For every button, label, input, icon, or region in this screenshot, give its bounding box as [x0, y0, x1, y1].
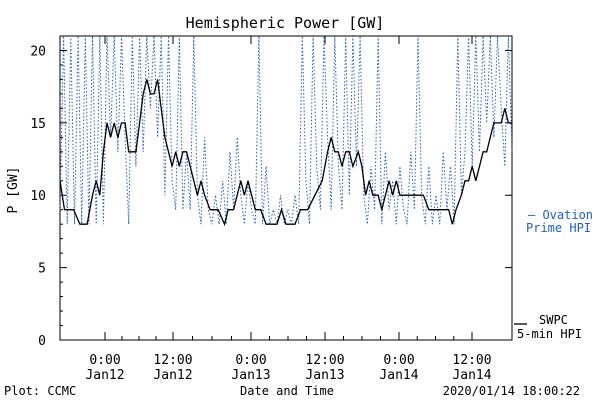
x-tick-time-label: 0:00 [89, 353, 120, 368]
plot-frame [59, 35, 513, 341]
y-tick-label: 5 [38, 262, 46, 277]
footer-plot-credit: Plot: CCMC [4, 384, 76, 398]
x-axis-ticks: 0:00Jan1212:00Jan120:00Jan1312:00Jan130:… [85, 36, 492, 383]
x-tick-date-label: Jan13 [231, 368, 270, 383]
y-tick-label: 0 [38, 334, 46, 349]
y-tick-label: 20 [30, 44, 46, 59]
legend-swpc-line1: SWPC [539, 313, 568, 327]
x-tick-time-label: 12:00 [305, 353, 344, 368]
footer-timestamp: 2020/01/14 18:00:22 [443, 384, 580, 398]
chart-title: Hemispheric Power [GW] [186, 14, 385, 32]
x-tick-date-label: Jan14 [452, 368, 491, 383]
x-tick-time-label: 0:00 [383, 353, 414, 368]
y-tick-label: 10 [30, 189, 46, 204]
x-tick-time-label: 12:00 [153, 353, 192, 368]
y-tick-label: 15 [30, 117, 46, 132]
x-tick-date-label: Jan13 [305, 368, 344, 383]
x-tick-time-label: 0:00 [235, 353, 266, 368]
x-tick-time-label: 12:00 [452, 353, 491, 368]
swpc-series-line [59, 79, 512, 227]
x-tick-date-label: Jan12 [85, 368, 124, 383]
ovation-prime-series-line [59, 35, 513, 225]
legend-swpc-line2: 5-min HPI [517, 327, 582, 341]
y-axis-ticks: 0 5 10 15 20 [30, 44, 512, 349]
legend-ovation-line1: — Ovation [528, 208, 593, 222]
x-tick-date-label: Jan12 [153, 368, 192, 383]
y-axis-label: P [GW] [6, 167, 21, 214]
x-tick-date-label: Jan14 [379, 368, 418, 383]
x-axis-label: Date and Time [240, 384, 334, 398]
legend-ovation-line2: Prime HPI [526, 221, 591, 235]
legend: — Ovation Prime HPI SWPC 5-min HPI [514, 208, 593, 341]
